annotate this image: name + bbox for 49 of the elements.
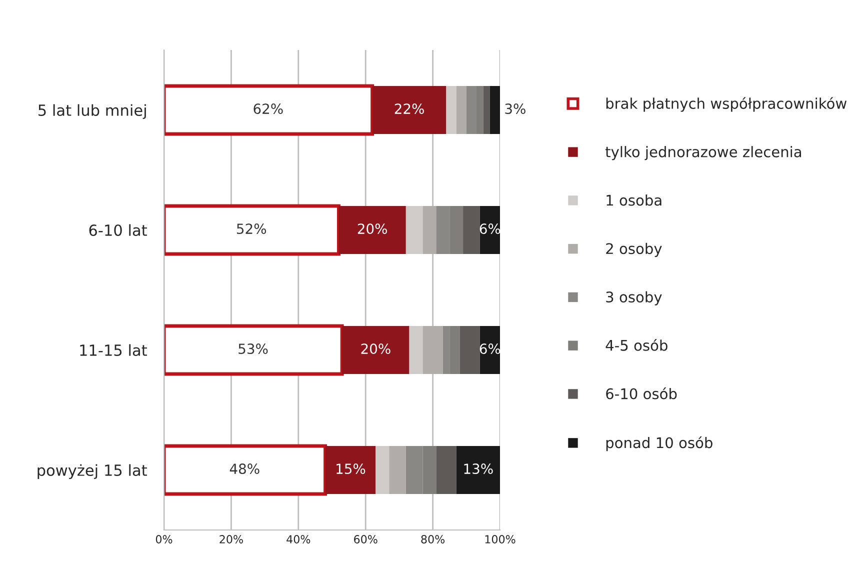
- legend-label: ponad 10 osób: [606, 436, 712, 452]
- data-label: 3%: [505, 104, 526, 114]
- data-label: 15%: [336, 464, 366, 474]
- data-label: 13%: [464, 464, 493, 474]
- data-label: 6%: [480, 344, 500, 354]
- x-tick-label: 80%: [421, 535, 445, 544]
- bar: [490, 86, 500, 134]
- legend-label: 2 osoby: [606, 242, 662, 257]
- data-label: 52%: [236, 224, 266, 234]
- bar: [409, 326, 423, 374]
- bar: [463, 206, 480, 254]
- x-tick-label: 0%: [156, 535, 172, 544]
- data-label: 53%: [238, 344, 268, 354]
- x-tick-label: 20%: [220, 535, 243, 544]
- bar: [422, 326, 443, 374]
- legend-label: 1 osoba: [606, 194, 662, 206]
- data-label: 48%: [230, 464, 260, 474]
- x-tick-label: 40%: [286, 535, 310, 544]
- bar: [456, 446, 500, 494]
- legend-label: 4-5 osób: [606, 339, 668, 351]
- data-label: 20%: [358, 224, 387, 234]
- legend-label: tylko jednorazowe zlecenia: [605, 146, 802, 160]
- bar: [342, 326, 410, 374]
- x-tick-label: 100%: [485, 535, 516, 544]
- bar: [480, 326, 500, 374]
- bar: [456, 86, 466, 134]
- y-tick-label: 5 lat lub mniej: [38, 104, 146, 119]
- bar: [436, 446, 456, 494]
- bar: [406, 206, 423, 254]
- x-tick-label: 60%: [354, 535, 378, 544]
- data-label: 22%: [394, 104, 424, 114]
- y-tick-label: 11-15 lat: [80, 344, 147, 356]
- bar: [446, 86, 456, 134]
- bar: [422, 206, 436, 254]
- data-label: 62%: [254, 104, 283, 114]
- y-tick-label: powyżej 15 lat: [38, 464, 147, 479]
- bar: [389, 446, 406, 494]
- data-label: 20%: [361, 344, 390, 354]
- bar: [460, 326, 480, 374]
- legend-label: brak płatnych współpracowników: [606, 97, 847, 112]
- y-tick-label: 6-10 lat: [89, 224, 147, 236]
- bar: [376, 446, 390, 494]
- legend-label: 6-10 osób: [606, 387, 677, 400]
- bar: [483, 86, 490, 134]
- legend-label: 3 osoby: [606, 291, 662, 306]
- bar: [480, 206, 500, 254]
- bar: [338, 206, 406, 254]
- bar: [325, 446, 376, 494]
- data-label: 6%: [480, 224, 500, 234]
